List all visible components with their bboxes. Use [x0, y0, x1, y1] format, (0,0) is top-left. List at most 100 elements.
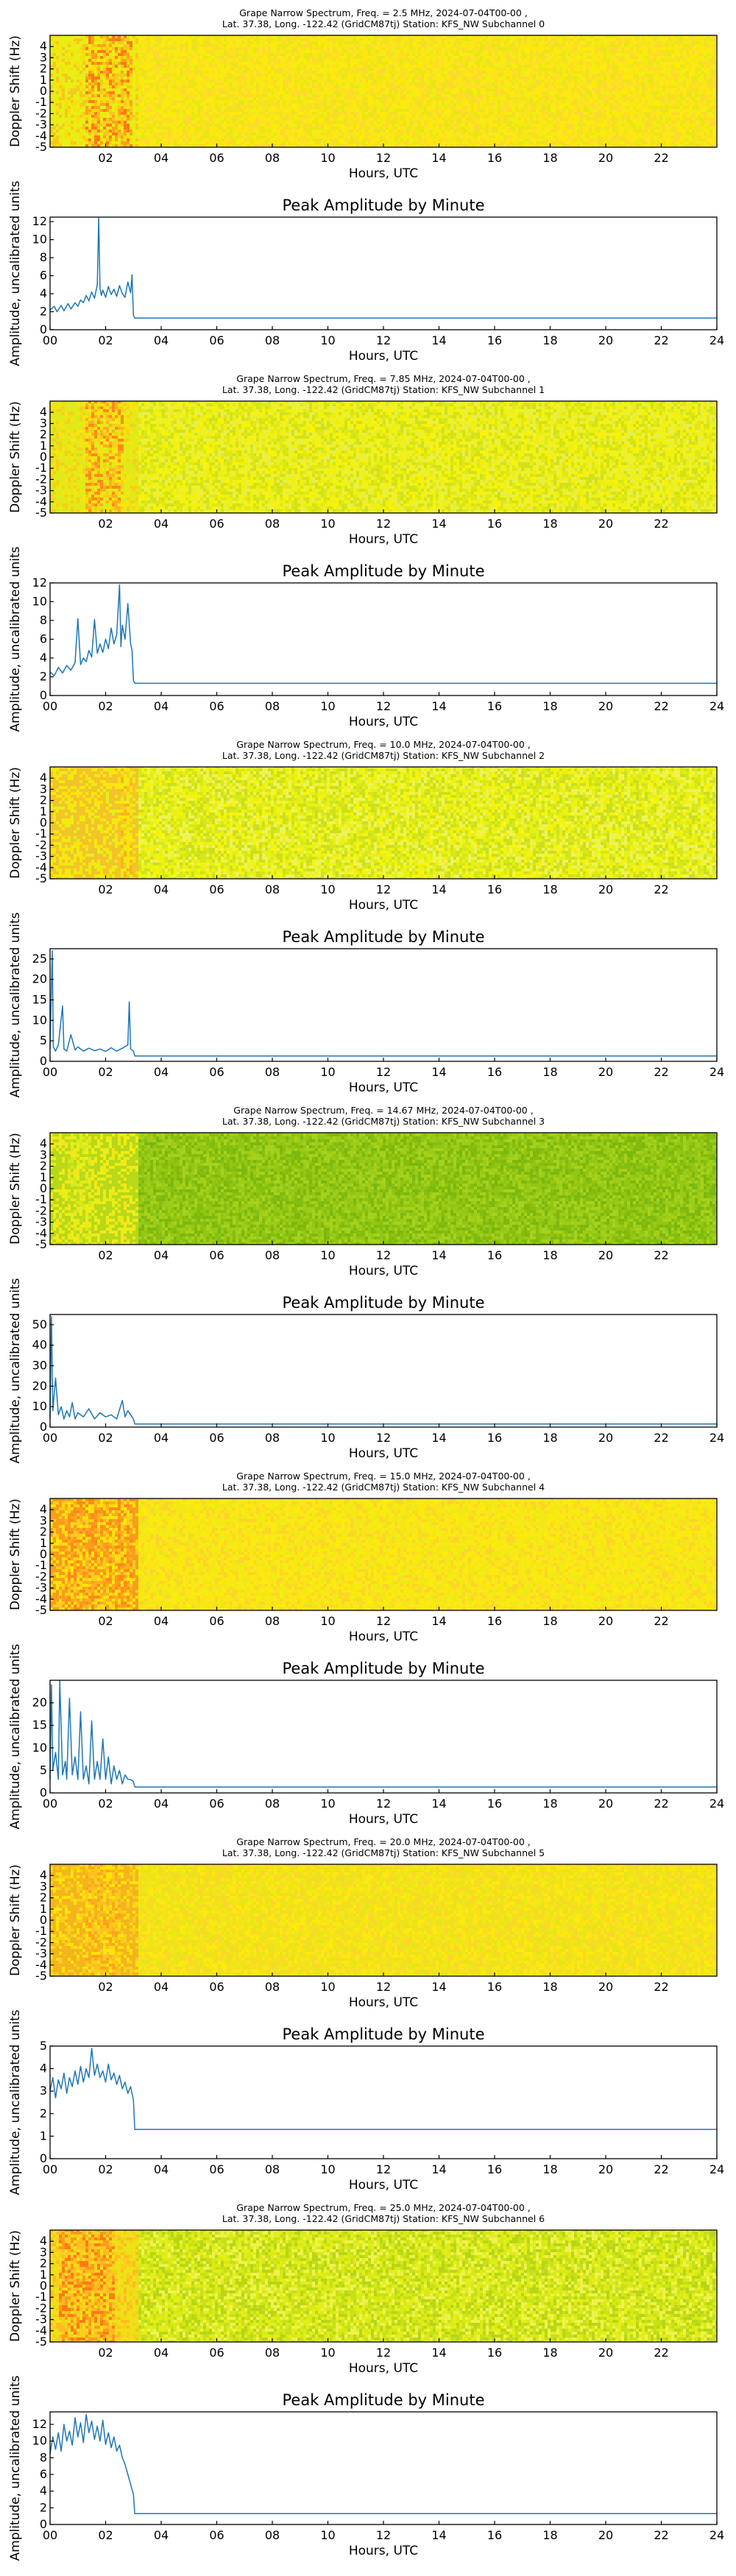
y-tick-label: -4 — [35, 1958, 47, 1972]
x-axis-label: Hours, UTC — [349, 2178, 418, 2193]
y-tick-label: 3 — [40, 416, 47, 430]
x-tick-label: 12 — [376, 882, 391, 896]
x-tick-label: 18 — [542, 2346, 557, 2360]
x-tick-label: 06 — [209, 2346, 224, 2360]
x-tick-label: 02 — [98, 1065, 113, 1079]
x-tick-label: 06 — [209, 517, 224, 531]
x-tick-label: 22 — [654, 2346, 668, 2360]
x-tick-label: 06 — [209, 1431, 224, 1445]
x-tick-label: 14 — [431, 2162, 446, 2176]
x-tick-label: 14 — [431, 1065, 446, 1079]
amplitude-panel: Peak Amplitude by Minute 0 5 10 15 20 25 00 02 04… — [8, 912, 724, 1097]
y-tick-label: 2 — [40, 62, 47, 76]
y-axis-label: Doppler Shift (Hz) — [8, 35, 23, 147]
x-tick-label: 00 — [43, 1797, 57, 1811]
y-tick-label: 40 — [32, 1338, 47, 1352]
y-tick-label: -4 — [35, 1226, 47, 1240]
y-tick-label: 1 — [40, 2268, 47, 2282]
x-tick-label: 12 — [376, 2528, 391, 2542]
x-tick-label: 10 — [320, 2162, 335, 2176]
y-tick-label: -2 — [35, 1935, 47, 1949]
y-tick-label: -1 — [35, 461, 47, 475]
x-tick-label: 16 — [487, 2162, 502, 2176]
x-tick-label: 12 — [376, 517, 391, 531]
x-tick-label: 18 — [542, 333, 557, 347]
x-tick-label: 08 — [265, 2346, 280, 2360]
chart-title: Peak Amplitude by Minute — [283, 2025, 485, 2043]
y-axis-label: Doppler Shift (Hz) — [8, 1133, 23, 1245]
y-tick-label: 1 — [40, 804, 47, 818]
plot-background — [50, 2046, 717, 2159]
chart-title: Grape Narrow Spectrum, Freq. = 7.85 MHz,… — [236, 373, 530, 384]
y-tick-label: -3 — [35, 484, 47, 498]
x-tick-label: 12 — [376, 1980, 391, 1994]
x-tick-label: 12 — [376, 1614, 391, 1628]
y-tick-label: 4 — [40, 771, 47, 785]
y-tick-label: 10 — [32, 1741, 47, 1755]
y-axis-label: Amplitude, uncalibrated units — [8, 2009, 23, 2195]
chart-title: Peak Amplitude by Minute — [283, 197, 485, 214]
x-tick-label: 18 — [542, 2162, 557, 2176]
y-tick-label: 12 — [32, 2417, 47, 2431]
y-tick-label: 10 — [32, 595, 47, 609]
y-tick-label: 0 — [40, 2279, 47, 2293]
x-tick-label: 14 — [431, 1248, 446, 1262]
y-tick-label: -5 — [35, 1237, 47, 1251]
x-tick-label: 10 — [320, 517, 335, 531]
x-tick-label: 14 — [431, 2346, 446, 2360]
y-tick-label: 20 — [32, 1696, 47, 1710]
y-tick-label: -4 — [35, 860, 47, 874]
y-tick-label: 8 — [40, 613, 47, 627]
y-tick-label: 6 — [40, 632, 47, 646]
amplitude-line — [49, 2413, 717, 2515]
x-tick-label: 04 — [154, 1065, 169, 1079]
x-tick-label: 18 — [542, 151, 557, 165]
y-tick-label: 3 — [40, 1147, 47, 1161]
x-axis-label: Hours, UTC — [349, 2361, 418, 2376]
x-tick-label: 14 — [431, 882, 446, 896]
chart-title: Peak Amplitude by Minute — [283, 562, 485, 580]
x-tick-label: 18 — [542, 1065, 557, 1079]
y-tick-label: 2 — [40, 305, 47, 319]
x-tick-label: 02 — [98, 2346, 113, 2360]
x-tick-label: 10 — [320, 2346, 335, 2360]
chart-title: Peak Amplitude by Minute — [283, 2391, 485, 2409]
x-tick-label: 08 — [265, 1248, 280, 1262]
chart-subtitle: Lat. 37.38, Long. -122.42 (GridCM87tj) S… — [222, 1847, 545, 1858]
x-tick-label: 04 — [154, 2162, 169, 2176]
x-tick-label: 16 — [487, 1431, 502, 1445]
y-tick-label: -4 — [35, 129, 47, 143]
y-tick-label: 0 — [40, 450, 47, 464]
x-tick-label: 04 — [154, 2346, 169, 2360]
y-tick-label: -4 — [35, 1592, 47, 1606]
x-tick-label: 06 — [209, 699, 224, 713]
x-tick-label: 22 — [654, 517, 668, 531]
chart-subtitle: Lat. 37.38, Long. -122.42 (GridCM87tj) S… — [222, 750, 545, 761]
amplitude-panel: Peak Amplitude by Minute 0 10 20 30 40 50 00 02 0… — [8, 1278, 724, 1463]
x-tick-label: 08 — [265, 1980, 280, 1994]
y-tick-label: 0 — [40, 2517, 47, 2531]
x-tick-label: 12 — [376, 1431, 391, 1445]
x-tick-label: 08 — [265, 1614, 280, 1628]
x-tick-label: 02 — [98, 1248, 113, 1262]
x-tick-label: 24 — [710, 333, 724, 347]
x-tick-label: 20 — [598, 1980, 613, 1994]
x-tick-label: 18 — [542, 882, 557, 896]
x-tick-label: 22 — [654, 1065, 668, 1079]
y-tick-label: 15 — [32, 1718, 47, 1732]
y-tick-label: 2 — [40, 2500, 47, 2514]
x-tick-label: 20 — [598, 517, 613, 531]
spectrogram-panel: Grape Narrow Spectrum, Freq. = 14.67 MHz… — [8, 1105, 718, 1278]
x-tick-label: 06 — [209, 151, 224, 165]
x-tick-label: 12 — [376, 333, 391, 347]
x-tick-label: 06 — [209, 1980, 224, 1994]
x-tick-label: 18 — [542, 1431, 557, 1445]
chart-subtitle: Lat. 37.38, Long. -122.42 (GridCM87tj) S… — [222, 18, 545, 29]
amplitude-panel: Peak Amplitude by Minute 0 5 10 15 20 00 02 04 06… — [8, 1643, 724, 1829]
x-tick-label: 00 — [43, 2162, 57, 2176]
x-tick-label: 10 — [320, 1614, 335, 1628]
x-tick-label: 00 — [43, 1431, 57, 1445]
y-tick-label: 1 — [40, 1902, 47, 1916]
